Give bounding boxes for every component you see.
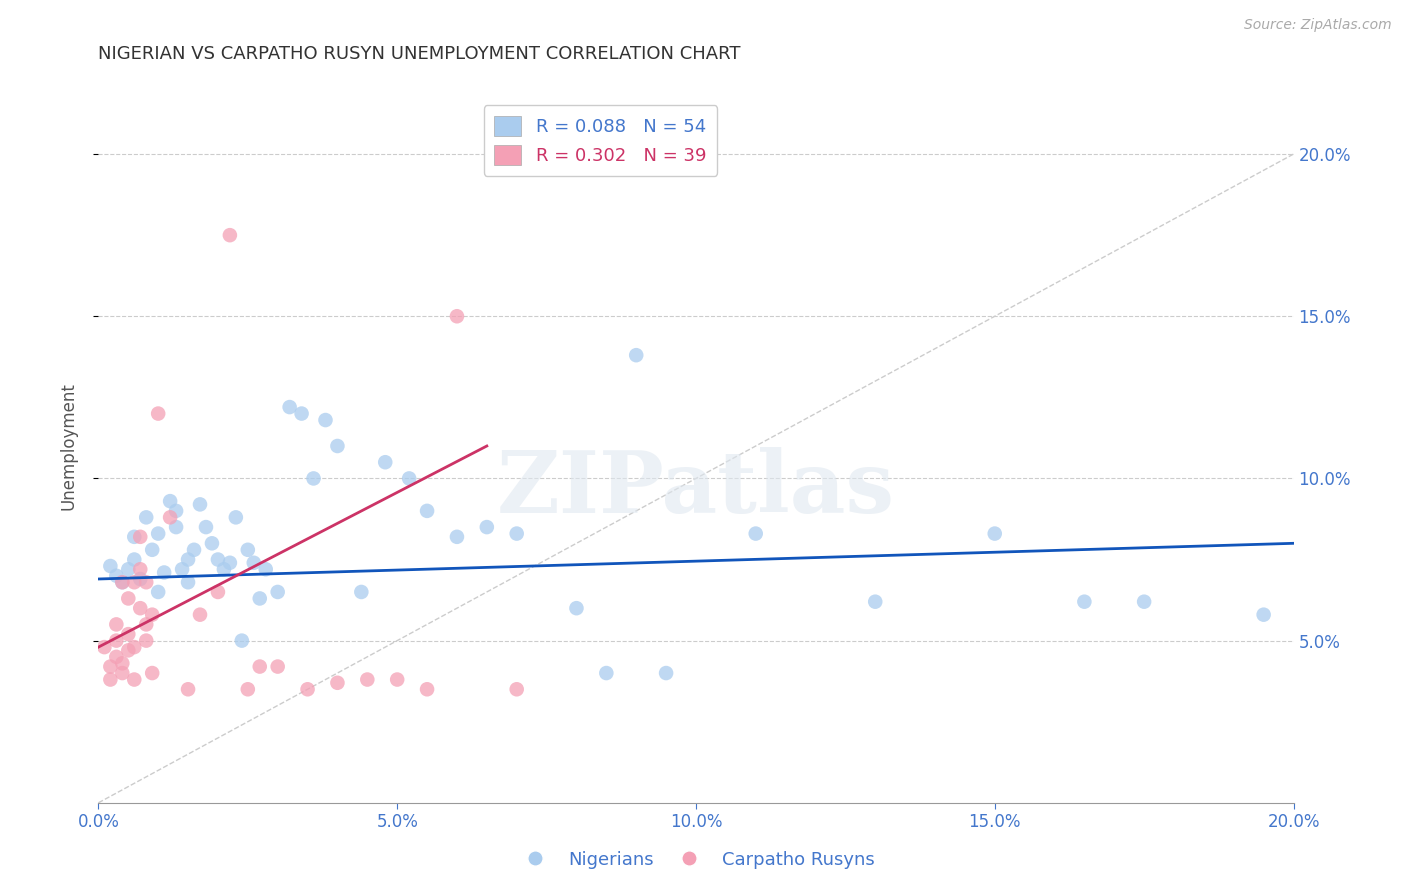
Point	[267, 659, 290, 673]
Point	[356, 673, 378, 687]
Point	[159, 494, 181, 508]
Point	[117, 627, 139, 641]
Point	[865, 595, 887, 609]
Point	[100, 659, 122, 673]
Point	[1253, 607, 1275, 622]
Point	[745, 526, 768, 541]
Point	[105, 617, 128, 632]
Point	[129, 601, 152, 615]
Point	[267, 585, 290, 599]
Point	[177, 682, 200, 697]
Point	[93, 640, 115, 654]
Point	[655, 666, 678, 681]
Point	[153, 566, 176, 580]
Point	[254, 562, 277, 576]
Point	[446, 530, 468, 544]
Point	[129, 530, 152, 544]
Point	[135, 617, 157, 632]
Point	[159, 510, 181, 524]
Point	[124, 575, 146, 590]
Point	[315, 413, 337, 427]
Point	[183, 542, 205, 557]
Point	[207, 552, 229, 566]
Point	[506, 526, 529, 541]
Point	[236, 682, 259, 697]
Y-axis label: Unemployment: Unemployment	[59, 382, 77, 510]
Point	[212, 562, 235, 576]
Point	[111, 575, 134, 590]
Point	[626, 348, 648, 362]
Text: Source: ZipAtlas.com: Source: ZipAtlas.com	[1244, 18, 1392, 32]
Point	[111, 657, 134, 671]
Point	[225, 510, 247, 524]
Point	[984, 526, 1007, 541]
Point	[207, 585, 229, 599]
Point	[105, 649, 128, 664]
Point	[135, 633, 157, 648]
Point	[243, 556, 266, 570]
Point	[249, 659, 271, 673]
Point	[105, 633, 128, 648]
Point	[129, 562, 152, 576]
Point	[188, 607, 211, 622]
Point	[177, 552, 200, 566]
Point	[195, 520, 218, 534]
Point	[148, 526, 170, 541]
Point	[398, 471, 420, 485]
Point	[595, 666, 617, 681]
Point	[188, 497, 211, 511]
Point	[446, 310, 468, 324]
Point	[416, 682, 439, 697]
Point	[105, 568, 128, 582]
Text: ZIPatlas: ZIPatlas	[496, 447, 896, 531]
Point	[350, 585, 373, 599]
Point	[124, 640, 146, 654]
Point	[141, 542, 163, 557]
Point	[326, 675, 349, 690]
Point	[219, 556, 242, 570]
Point	[148, 585, 170, 599]
Point	[124, 673, 146, 687]
Point	[374, 455, 396, 469]
Point	[177, 575, 200, 590]
Point	[165, 504, 187, 518]
Point	[475, 520, 498, 534]
Point	[141, 666, 163, 681]
Text: NIGERIAN VS CARPATHO RUSYN UNEMPLOYMENT CORRELATION CHART: NIGERIAN VS CARPATHO RUSYN UNEMPLOYMENT …	[98, 45, 741, 62]
Point	[135, 575, 157, 590]
Point	[124, 530, 146, 544]
Point	[117, 643, 139, 657]
Point	[416, 504, 439, 518]
Point	[135, 510, 157, 524]
Point	[111, 575, 134, 590]
Point	[1133, 595, 1156, 609]
Point	[291, 407, 314, 421]
Point	[231, 633, 253, 648]
Point	[302, 471, 325, 485]
Point	[124, 552, 146, 566]
Point	[506, 682, 529, 697]
Point	[201, 536, 224, 550]
Point	[172, 562, 194, 576]
Point	[236, 542, 259, 557]
Point	[565, 601, 588, 615]
Point	[249, 591, 271, 606]
Point	[385, 673, 409, 687]
Point	[278, 400, 301, 414]
Point	[297, 682, 319, 697]
Point	[129, 572, 152, 586]
Point	[165, 520, 187, 534]
Point	[111, 666, 134, 681]
Point	[326, 439, 349, 453]
Point	[219, 228, 242, 243]
Point	[117, 591, 139, 606]
Legend: Nigerians, Carpatho Rusyns: Nigerians, Carpatho Rusyns	[510, 844, 882, 876]
Point	[148, 407, 170, 421]
Point	[100, 673, 122, 687]
Point	[1073, 595, 1095, 609]
Point	[141, 607, 163, 622]
Point	[117, 562, 139, 576]
Point	[100, 559, 122, 574]
